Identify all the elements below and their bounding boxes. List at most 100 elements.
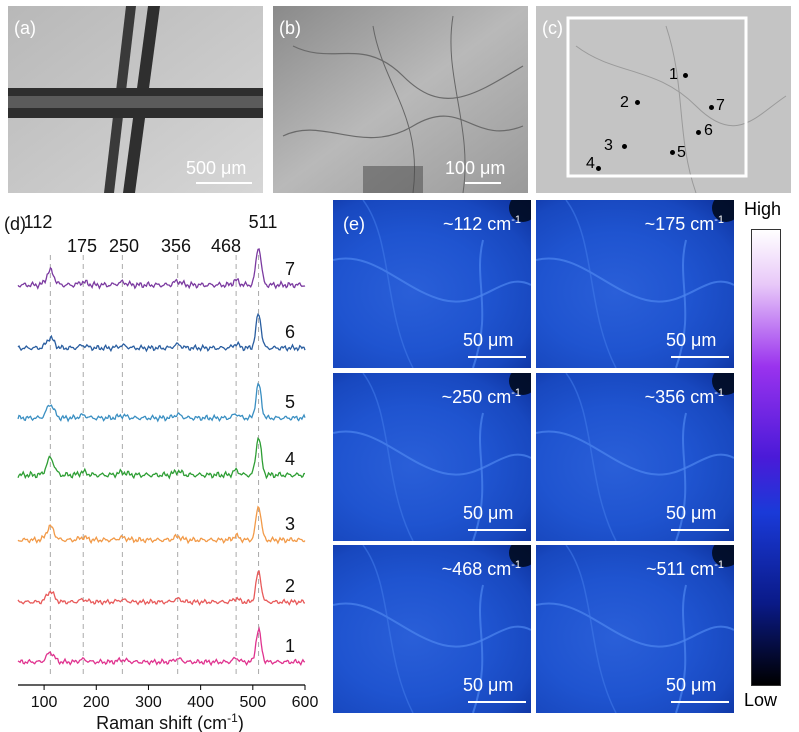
- map-scale-text: 50 μm: [666, 675, 717, 695]
- marker-point-4: [596, 166, 601, 171]
- curve-label-3: 3: [285, 514, 295, 534]
- map-wavenumber-text: ~112 cm: [443, 214, 512, 234]
- x-tick-label: 500: [239, 694, 266, 711]
- panel-a-label: (a): [14, 18, 36, 38]
- curve-label-5: 5: [285, 392, 295, 412]
- map-wavenumber-label: ~511 cm-1: [646, 559, 724, 580]
- map-scale-text: 50 μm: [463, 503, 514, 523]
- map-wavenumber-label: ~468 cm-1: [442, 559, 521, 580]
- panel-e-label: (e): [343, 214, 365, 234]
- raman-map-3: ~250 cm-1 50 μm: [333, 373, 531, 541]
- spectrum-line-1: [17, 626, 306, 667]
- map-wavenumber-label: ~356 cm-1: [645, 387, 724, 408]
- spectrum-line-5: [17, 382, 306, 423]
- peak-label: 356: [161, 236, 191, 256]
- map-scale-bar: [671, 701, 729, 703]
- marker-label-4: 4: [586, 155, 595, 172]
- panel-b-scale-text: 100 μm: [445, 158, 506, 178]
- peak-label: 511: [249, 212, 278, 232]
- panel-b-image: [273, 6, 528, 193]
- marker-label-3: 3: [604, 137, 613, 154]
- x-tick-label: 300: [135, 694, 162, 711]
- raman-map-5: ~468 cm-1 50 μm: [333, 545, 531, 713]
- spectrum-line-3: [17, 505, 306, 545]
- curve-label-7: 7: [285, 259, 295, 279]
- panel-c-image: [536, 6, 791, 193]
- x-tick-label: 600: [292, 694, 319, 711]
- map-wavenumber-text: ~511 cm: [646, 559, 715, 579]
- map-wavenumber-text: ~250 cm: [441, 387, 512, 407]
- map-wavenumber-label: ~175 cm-1: [645, 214, 724, 235]
- spectrum-line-2: [17, 570, 306, 606]
- map-wavenumber-label: ~112 cm-1: [443, 214, 521, 235]
- map-scale-text: 50 μm: [463, 330, 514, 350]
- peak-label: 468: [211, 236, 241, 256]
- map-wavenumber-text: ~175 cm: [644, 214, 715, 234]
- curve-label-6: 6: [285, 322, 295, 342]
- map-scale-text: 50 μm: [666, 330, 717, 350]
- map-wavenumber-text: ~468 cm: [441, 559, 512, 579]
- map-scale-bar: [468, 529, 526, 531]
- marker-point-2: [635, 100, 640, 105]
- peak-label: 250: [109, 236, 139, 256]
- raman-spectra-chart: 112 175 250 356 468 511 1 2 3 4 5 6 7 100 200 300 400 500…: [17, 212, 319, 732]
- panel-c-label: (c): [542, 18, 563, 38]
- marker-label-2: 2: [620, 94, 629, 111]
- map-scale-bar: [671, 356, 729, 358]
- colorbar-high-label: High: [744, 199, 782, 219]
- map-wavenumber-sup: -1: [714, 387, 724, 399]
- map-wavenumber-sup: -1: [714, 559, 724, 571]
- raman-map-6: ~511 cm-1 50 μm: [536, 545, 734, 713]
- map-texture: [536, 373, 734, 541]
- raman-map-4: ~356 cm-1 50 μm: [536, 373, 734, 541]
- map-texture: [333, 373, 531, 541]
- curve-label-1: 1: [285, 636, 295, 656]
- panel-a-image: [8, 6, 263, 193]
- panel-d-label: (d): [4, 214, 26, 234]
- panel-c-micrograph: (c) 1 2 3 4 5 6 7: [536, 6, 791, 193]
- marker-point-3: [622, 144, 627, 149]
- x-tick-label: 100: [31, 694, 58, 711]
- panel-b-micrograph: (b) 100 μm: [273, 6, 528, 193]
- marker-point-6: [696, 130, 701, 135]
- marker-point-7: [709, 105, 714, 110]
- peak-label: 112: [24, 212, 53, 232]
- colorbar: [751, 229, 781, 686]
- map-scale-bar: [468, 356, 526, 358]
- map-scale-bar: [671, 529, 729, 531]
- colorbar-low-label: Low: [744, 690, 778, 710]
- peak-label: 175: [67, 236, 97, 256]
- x-tick-label: 400: [187, 694, 214, 711]
- raman-map-2: ~175 cm-1 50 μm: [536, 200, 734, 368]
- marker-point-1: [683, 73, 688, 78]
- map-wavenumber-sup: -1: [511, 214, 521, 226]
- panel-a-micrograph: (a) 500 μm: [8, 6, 263, 193]
- panel-b-scale-bar: [465, 182, 501, 184]
- marker-label-1: 1: [669, 66, 678, 83]
- map-wavenumber-sup: -1: [511, 387, 521, 399]
- map-texture: [333, 545, 531, 713]
- spectrum-line-4: [17, 436, 306, 480]
- panel-b-label: (b): [279, 18, 301, 38]
- map-texture: [536, 200, 734, 368]
- x-tick-label: 200: [83, 694, 110, 711]
- spectrum-line-7: [17, 248, 306, 290]
- spectrum-line-6: [17, 312, 306, 353]
- marker-label-7: 7: [716, 97, 725, 114]
- map-wavenumber-sup: -1: [714, 214, 724, 226]
- panel-a-scale-bar: [196, 182, 252, 184]
- map-wavenumber-label: ~250 cm-1: [442, 387, 521, 408]
- map-texture: [333, 200, 531, 368]
- marker-label-6: 6: [704, 122, 713, 139]
- map-scale-text: 50 μm: [463, 675, 514, 695]
- map-texture: [536, 545, 734, 713]
- panel-a-scale-text: 500 μm: [186, 158, 247, 178]
- curve-label-4: 4: [285, 449, 295, 469]
- map-scale-bar: [468, 701, 526, 703]
- map-wavenumber-text: ~356 cm: [644, 387, 715, 407]
- map-scale-text: 50 μm: [666, 503, 717, 523]
- marker-point-5: [670, 150, 675, 155]
- marker-label-5: 5: [677, 144, 686, 161]
- curve-label-2: 2: [285, 576, 295, 596]
- map-wavenumber-sup: -1: [511, 559, 521, 571]
